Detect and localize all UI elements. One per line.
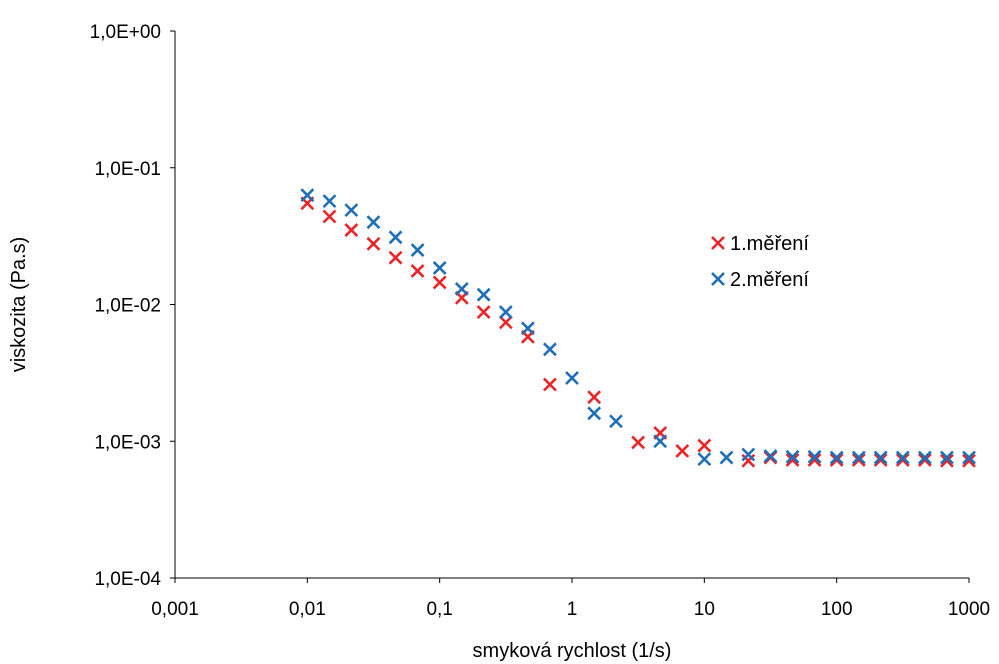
data-point: [631, 435, 646, 450]
data-point: [476, 287, 491, 302]
x-axis-ticks: 0,001 0,01 0,1 1 10 100 1000: [151, 578, 990, 620]
data-point: [962, 450, 976, 465]
data-point: [498, 315, 513, 330]
data-point: [388, 250, 403, 265]
y-tick-label: 1,0E-02: [94, 296, 161, 317]
axes: [174, 31, 969, 579]
data-point: [741, 453, 756, 468]
data-point: [432, 261, 447, 275]
data-point: [741, 447, 756, 462]
legend-item: 1.měření: [711, 233, 809, 255]
data-point: [962, 453, 976, 468]
data-point: [454, 281, 469, 296]
y-tick-label: 1,0E-01: [94, 159, 161, 180]
data-point: [653, 434, 668, 449]
data-point: [807, 453, 822, 467]
data-point: [873, 450, 888, 465]
data-point: [322, 209, 337, 224]
data-point: [609, 414, 623, 429]
x-tick-label: 0,001: [151, 599, 199, 620]
x-tick-label: 1000: [948, 599, 990, 620]
data-point: [410, 264, 425, 278]
data-point: [675, 443, 690, 458]
data-point: [344, 223, 359, 238]
x-tick-label: 10: [694, 599, 715, 620]
legend-marker: [711, 236, 725, 250]
data-point: [322, 194, 337, 209]
x-axis-title: smyková rychlost (1/s): [473, 640, 672, 662]
data-point: [543, 377, 557, 392]
y-axis-title: viskozita (Pa.s): [8, 237, 30, 373]
data-point: [917, 453, 932, 467]
data-point: [344, 203, 359, 218]
data-point: [520, 321, 535, 336]
data-point: [587, 390, 602, 405]
data-point: [410, 243, 425, 258]
data-point: [940, 453, 954, 468]
data-point: [807, 449, 822, 464]
x-tick-label: 1: [567, 599, 578, 620]
x-tick-label: 0,01: [289, 599, 326, 620]
legend-marker: [711, 272, 725, 286]
series-1: [300, 196, 976, 468]
data-point: [697, 438, 712, 453]
data-point: [543, 342, 557, 357]
data-point: [785, 449, 800, 464]
data-point: [829, 450, 844, 465]
data-point: [476, 305, 491, 320]
y-axis-ticks: 1,0E+00 1,0E-01 1,0E-02 1,0E-03 1,0E-04: [90, 22, 175, 590]
data-point: [719, 450, 734, 465]
legend: 1.měření 2.měření: [711, 233, 809, 291]
data-point: [851, 450, 866, 465]
data-point: [565, 371, 579, 385]
series-2: [300, 188, 976, 467]
data-point: [917, 450, 932, 465]
data-point: [388, 230, 403, 245]
legend-label: 2.měření: [730, 269, 809, 291]
data-point: [697, 452, 712, 467]
data-point: [498, 305, 513, 320]
legend-item: 2.měření: [711, 269, 809, 291]
data-point: [763, 449, 778, 463]
data-point: [587, 406, 602, 421]
data-point: [895, 450, 910, 465]
data-point: [366, 236, 381, 251]
x-tick-label: 100: [821, 599, 853, 620]
data-point: [940, 450, 954, 465]
data-point: [873, 453, 888, 467]
data-point: [829, 453, 844, 467]
y-tick-label: 1,0E-03: [94, 432, 161, 453]
data-point: [300, 188, 315, 203]
data-point: [785, 453, 800, 467]
data-point: [432, 275, 447, 290]
data-point: [895, 453, 910, 467]
data-point: [851, 453, 866, 467]
series-layer: [300, 188, 976, 468]
x-tick-label: 0,1: [426, 599, 452, 620]
y-tick-label: 1,0E+00: [90, 22, 161, 43]
y-tick-label: 1,0E-04: [94, 569, 161, 590]
data-point: [366, 215, 381, 230]
legend-label: 1.měření: [730, 233, 809, 255]
